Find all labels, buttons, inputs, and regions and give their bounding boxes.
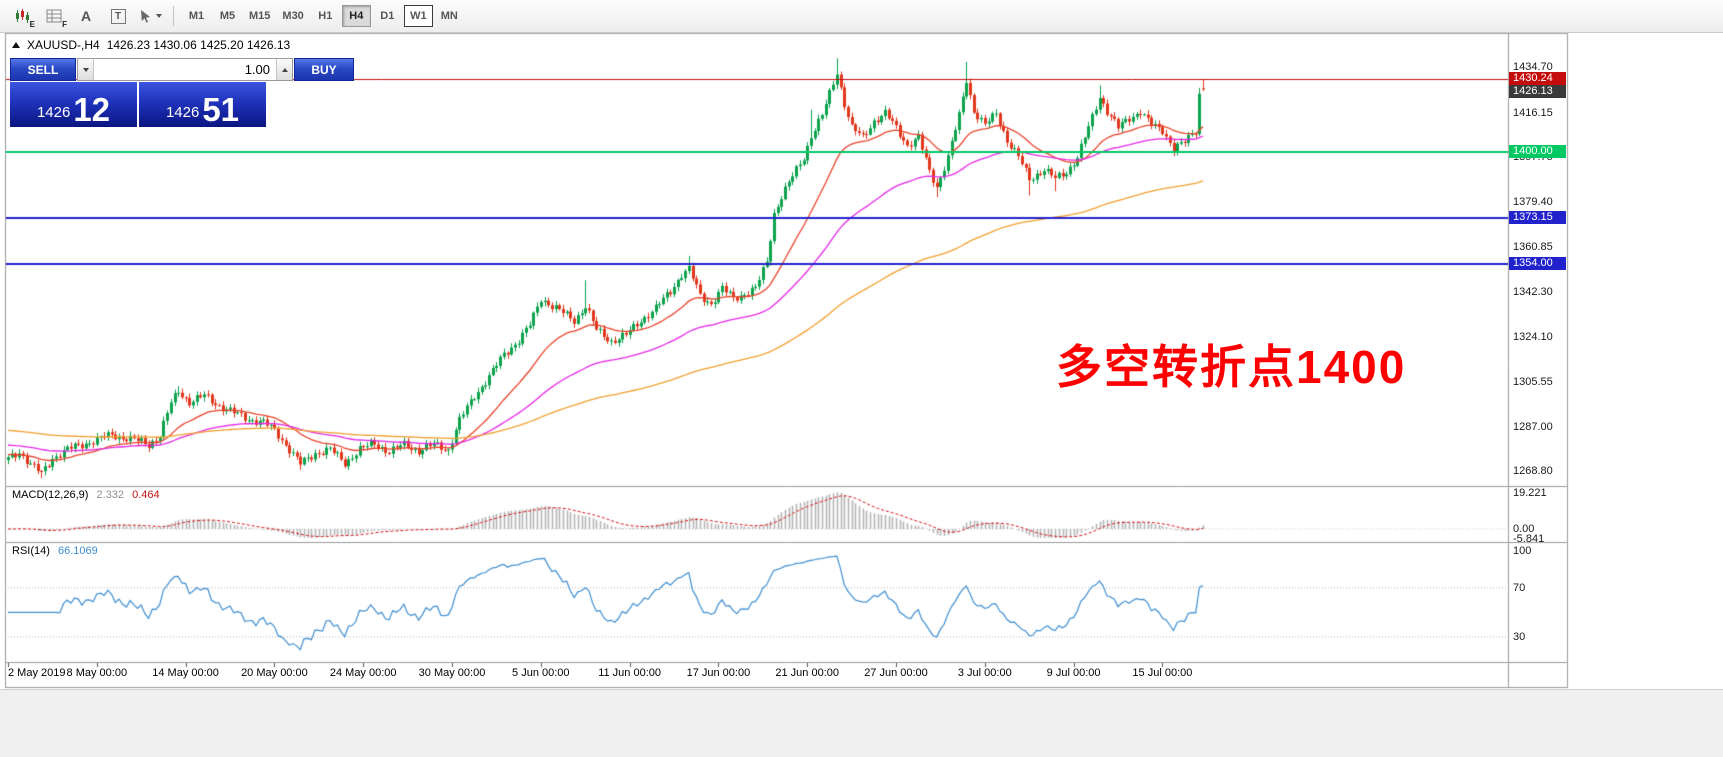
volume-increase-button[interactable] [276,59,292,80]
time-axis-label: 24 May 00:00 [329,667,397,679]
price-axis-label: 1416.15 [1513,106,1553,119]
price-axis-label: 1324.10 [1513,330,1553,343]
rsi-name: RSI(14) [12,545,50,557]
time-axis-label: 15 Jul 00:00 [1132,667,1193,679]
rsi-value: 66.1069 [57,545,98,557]
macd-axis-label: 19.221 [1513,487,1547,499]
timeframe-button-d1[interactable]: D1 [380,10,395,22]
time-axis-label: 5 Jun 00:00 [512,667,570,679]
price-axis-label: 1305.55 [1513,375,1553,388]
chevron-down-icon [155,14,162,18]
chart-text-annotation[interactable]: 多空转折点1400 [1056,341,1407,393]
timeframe-button-m30[interactable]: M30 [282,10,304,22]
triangle-up-icon [281,67,288,72]
text-label-tool[interactable]: A [71,4,101,29]
price-level-tag: 1400.00 [1509,145,1566,159]
chart-window-button[interactable]: E [7,4,37,29]
macd-pane-label: MACD(12,26,9) 2.332 0.464 [12,489,165,501]
one-click-trading-panel: SELL BUY 1426 12 1426 51 [10,58,354,127]
macd-signal-value: 0.464 [132,489,160,501]
shortcut-badge: F [62,19,67,29]
time-axis-label: 8 May 00:00 [66,667,128,679]
price-axis-label: 1360.85 [1513,241,1553,254]
timeframe-toolbar: M1 M5 M15 M30 H1 H4 D1 W1 MN [181,5,465,27]
time-axis-label: 3 Jul 00:00 [957,667,1012,679]
price-axis-label: 1434.70 [1513,61,1553,74]
ask-price-pips: 51 [202,90,240,128]
timeframe-button-h4[interactable]: H4 [341,5,371,27]
bid-price-pips: 12 [73,90,111,128]
volume-stepper [77,58,293,81]
time-axis-label: 2 May 2019 [8,667,66,679]
text-box-tool[interactable]: T [103,4,133,29]
timeframe-button-w1[interactable]: W1 [403,5,433,27]
time-axis-label: 14 May 00:00 [152,667,219,679]
boxed-t-icon: T [110,8,126,24]
volume-decrease-button[interactable] [78,59,94,80]
macd-axis-label: 0.00 [1513,522,1535,535]
price-level-tag: 1354.00 [1509,257,1566,271]
timeframe-button-m5[interactable]: M5 [219,10,236,22]
bid-price-main: 1426 [36,104,71,121]
time-axis-label: 20 May 00:00 [241,667,308,679]
macd-main-value: 2.332 [96,489,125,501]
volume-input[interactable] [94,59,276,80]
price-axis-label: 1342.30 [1513,286,1553,299]
candlestick-chart-icon [16,9,29,23]
price-axis-label: 1287.00 [1513,421,1553,434]
time-axis-label: 17 Jun 00:00 [686,667,751,679]
timeframe-button-m1[interactable]: M1 [188,10,205,22]
price-level-tag: 1373.15 [1509,210,1566,224]
toolbar-separator [173,6,174,26]
bid-price-display[interactable]: 1426 12 [10,82,137,127]
indicators-button[interactable]: F [39,4,69,29]
ask-price-main: 1426 [165,104,200,121]
time-axis-label: 21 Jun 00:00 [775,667,839,679]
price-axis-label: 1379.40 [1513,196,1553,208]
time-axis-label: 30 May 00:00 [418,667,486,679]
buy-button[interactable]: BUY [294,58,354,81]
rsi-axis-label: 100 [1513,544,1532,557]
price-level-tag: 1430.24 [1509,71,1566,85]
macd-axis-label: -5.841 [1513,533,1545,545]
macd-name: MACD(12,26,9) [12,489,89,501]
arrow-cursor-icon [140,10,150,23]
price-axis-label: 1268.80 [1513,465,1553,478]
ohlc-readout: 1426.23 1430.06 1425.20 1426.13 [106,38,291,52]
rsi-axis-label: 70 [1513,581,1526,594]
timeframe-button-h1[interactable]: H1 [318,10,333,22]
time-axis-label: 11 Jun 00:00 [598,667,661,679]
chart-title: XAUUSD-,H4 1426.23 1430.06 1425.20 1426.… [12,38,290,52]
timeframe-button-m15[interactable]: M15 [249,10,271,22]
time-axis-label: 27 Jun 00:00 [864,667,928,679]
sell-button[interactable]: SELL [10,58,76,81]
indicator-list-icon [46,9,62,23]
rsi-axis-label: 30 [1513,630,1526,643]
one-click-panel-toggle-icon[interactable] [12,42,20,48]
price-level-tag: 1426.13 [1509,84,1566,98]
letter-a-icon: A [80,8,92,24]
cursor-tool[interactable] [135,4,165,29]
time-axis-label: 9 Jul 00:00 [1046,667,1101,679]
shortcut-badge: E [29,19,35,29]
top-toolbar: E F A T M1 M5 M15 M30 H1 H4 D1 W1 MN [0,0,1723,33]
timeframe-button-mn[interactable]: MN [440,10,458,22]
ask-price-display[interactable]: 1426 51 [139,82,266,127]
rsi-pane-label: RSI(14) 66.1069 [12,545,103,557]
triangle-down-icon [82,67,89,72]
symbol-period-label: XAUUSD-,H4 [27,38,100,52]
